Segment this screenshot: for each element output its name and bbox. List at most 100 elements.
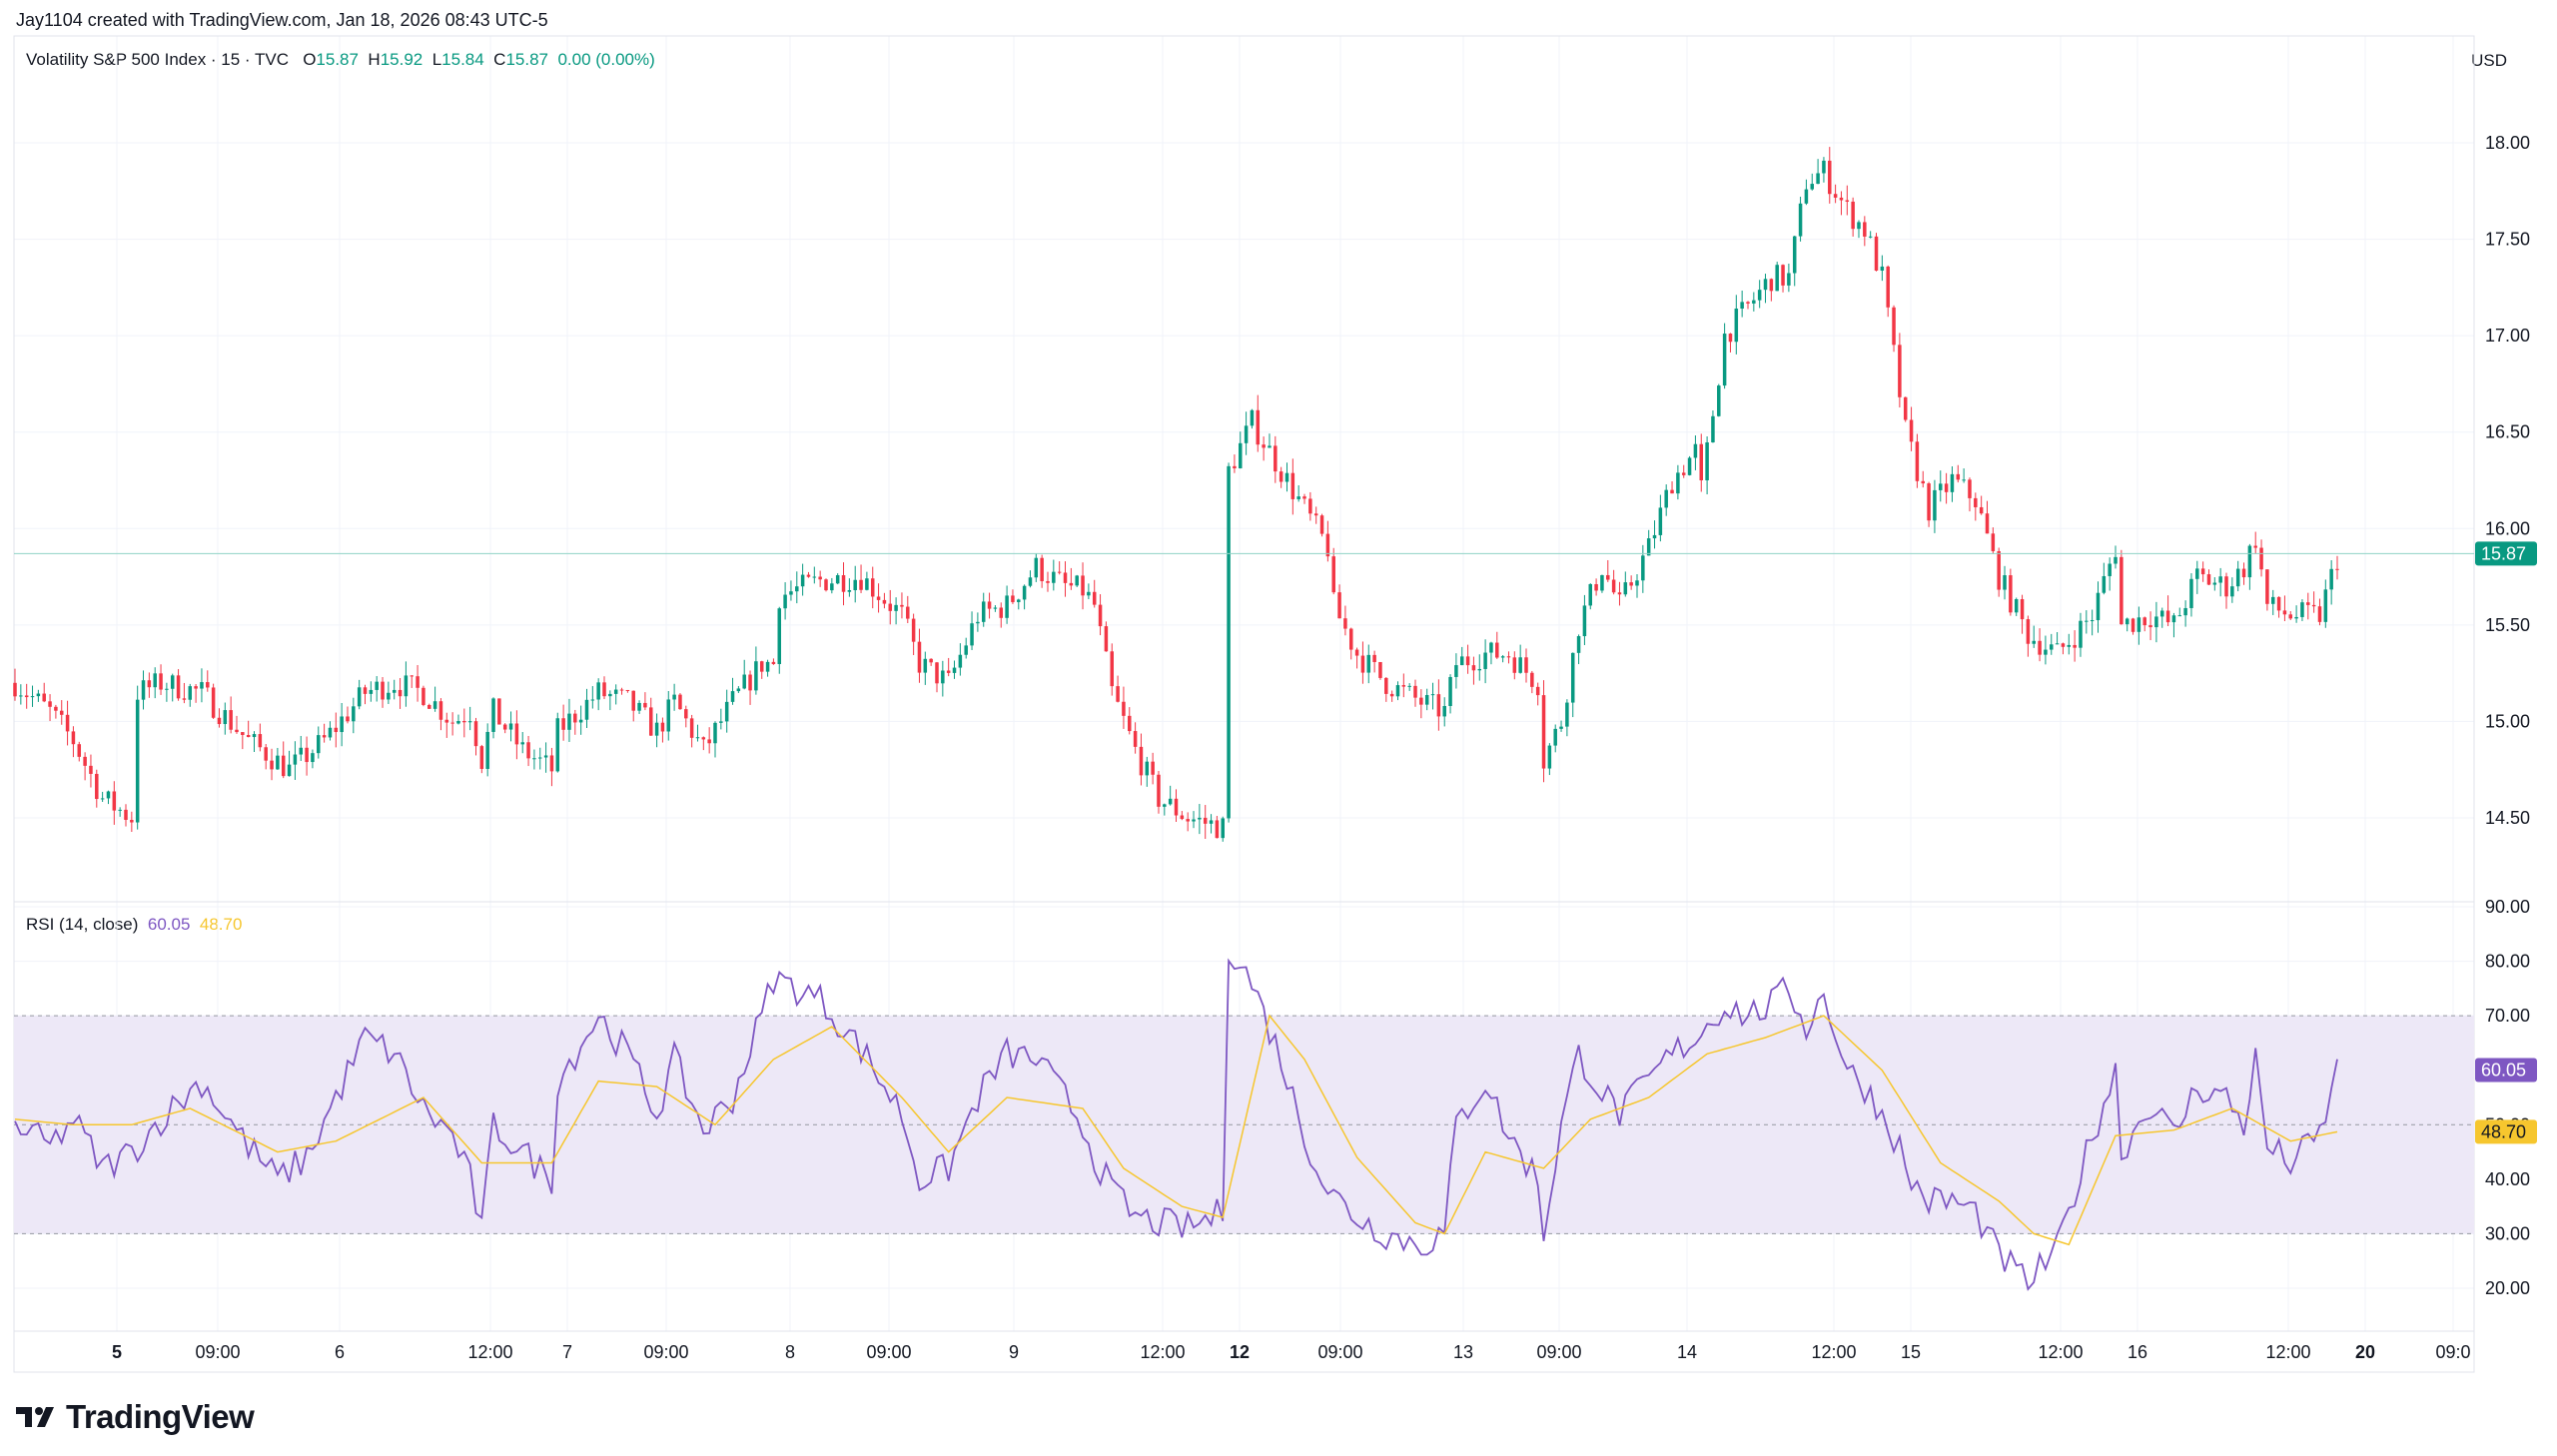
candle — [1174, 789, 1179, 823]
candle — [1974, 492, 1978, 521]
candle — [170, 673, 175, 702]
candle — [194, 683, 198, 703]
candle — [293, 741, 298, 780]
candle — [730, 677, 735, 705]
candle — [1069, 567, 1074, 590]
candle — [1775, 262, 1779, 292]
rsi-axis[interactable]: 90.0080.0070.0060.0050.0040.0030.0020.00… — [2475, 897, 2537, 1298]
candle — [1186, 812, 1190, 832]
candle — [2241, 562, 2246, 585]
candle — [1331, 547, 1335, 595]
candle — [2329, 559, 2333, 605]
candle — [106, 790, 111, 805]
candle — [1892, 305, 1896, 353]
tradingview-logo[interactable]: TradingView — [16, 1398, 255, 1436]
candle — [2125, 617, 2130, 632]
candle — [538, 747, 542, 770]
candle — [1635, 574, 1639, 598]
open-label: O — [303, 50, 317, 69]
time-tick-label: 09:0 — [2435, 1342, 2470, 1362]
candle — [666, 691, 671, 741]
candle — [1845, 185, 1850, 216]
candle — [1017, 598, 1021, 610]
candle — [987, 592, 992, 619]
candle — [765, 659, 770, 677]
candle — [2136, 606, 2141, 645]
tradingview-logo-icon — [16, 1407, 54, 1427]
candle — [2159, 607, 2164, 628]
candle — [1057, 561, 1062, 575]
candle — [1903, 396, 1908, 422]
candle — [806, 571, 811, 578]
candle — [1442, 697, 1446, 727]
candle — [141, 670, 146, 710]
time-axis[interactable]: 5 09:00 6 12:00 7 09:00 8 09:00 9 12:00 12 09:00 13 0… — [112, 1342, 2471, 1362]
rsi-tick-label: 90.00 — [2485, 897, 2530, 917]
candle — [2108, 557, 2112, 591]
candle — [870, 566, 875, 609]
candle — [736, 686, 741, 694]
candle — [1244, 411, 1249, 455]
candle — [2148, 611, 2152, 641]
candle — [2055, 632, 2060, 645]
candle — [322, 723, 327, 743]
candle — [36, 689, 41, 702]
candle — [2120, 549, 2124, 625]
candle — [444, 712, 449, 738]
candle — [48, 694, 52, 722]
candle — [555, 712, 560, 773]
candle — [1092, 579, 1097, 608]
candle — [2288, 611, 2293, 620]
candle — [993, 604, 998, 612]
candle — [1500, 654, 1505, 663]
candle — [479, 744, 484, 774]
currency-label[interactable]: USD — [2471, 51, 2507, 70]
candle — [847, 578, 852, 597]
candle — [188, 683, 193, 707]
candle — [1746, 301, 1750, 310]
candle — [223, 702, 228, 735]
candle — [135, 685, 140, 830]
rsi-tick-label: 80.00 — [2485, 952, 2530, 972]
candle — [853, 565, 857, 603]
candle — [1413, 679, 1417, 707]
close-value: 15.87 — [505, 50, 548, 69]
candle — [1360, 641, 1365, 684]
candle — [467, 706, 472, 731]
candle — [648, 697, 653, 736]
candle — [1804, 179, 1809, 206]
candle — [1956, 464, 1961, 483]
candle — [363, 684, 368, 705]
candle — [830, 577, 834, 594]
candle — [1348, 627, 1353, 660]
candle — [1535, 682, 1540, 706]
candle — [387, 681, 391, 704]
candle — [352, 697, 356, 734]
candle — [678, 693, 682, 710]
time-tick-label: 12:00 — [2265, 1342, 2310, 1362]
candle — [789, 580, 793, 601]
candle — [328, 721, 333, 741]
candle — [1278, 466, 1283, 488]
candle — [1430, 682, 1435, 710]
candle — [1833, 184, 1838, 204]
candle — [941, 660, 945, 697]
candle — [65, 700, 70, 746]
candle — [1944, 472, 1949, 504]
candle — [1366, 644, 1371, 684]
rsi-tick-label: 30.00 — [2485, 1223, 2530, 1243]
candle — [1407, 683, 1411, 691]
candle — [1588, 583, 1593, 610]
price-axis[interactable]: 18.00 17.50 17.00 16.50 16.00 15.50 15.00 14.50… — [2475, 133, 2537, 828]
time-tick-label: 12 — [1230, 1342, 1250, 1362]
candle — [514, 710, 519, 760]
candle — [795, 571, 799, 604]
candle — [590, 686, 595, 709]
candle — [1851, 197, 1855, 237]
candle — [427, 703, 431, 709]
candle — [1676, 464, 1680, 500]
candle — [410, 675, 414, 688]
rsi-tick-label: 40.00 — [2485, 1169, 2530, 1189]
candle — [89, 754, 93, 788]
